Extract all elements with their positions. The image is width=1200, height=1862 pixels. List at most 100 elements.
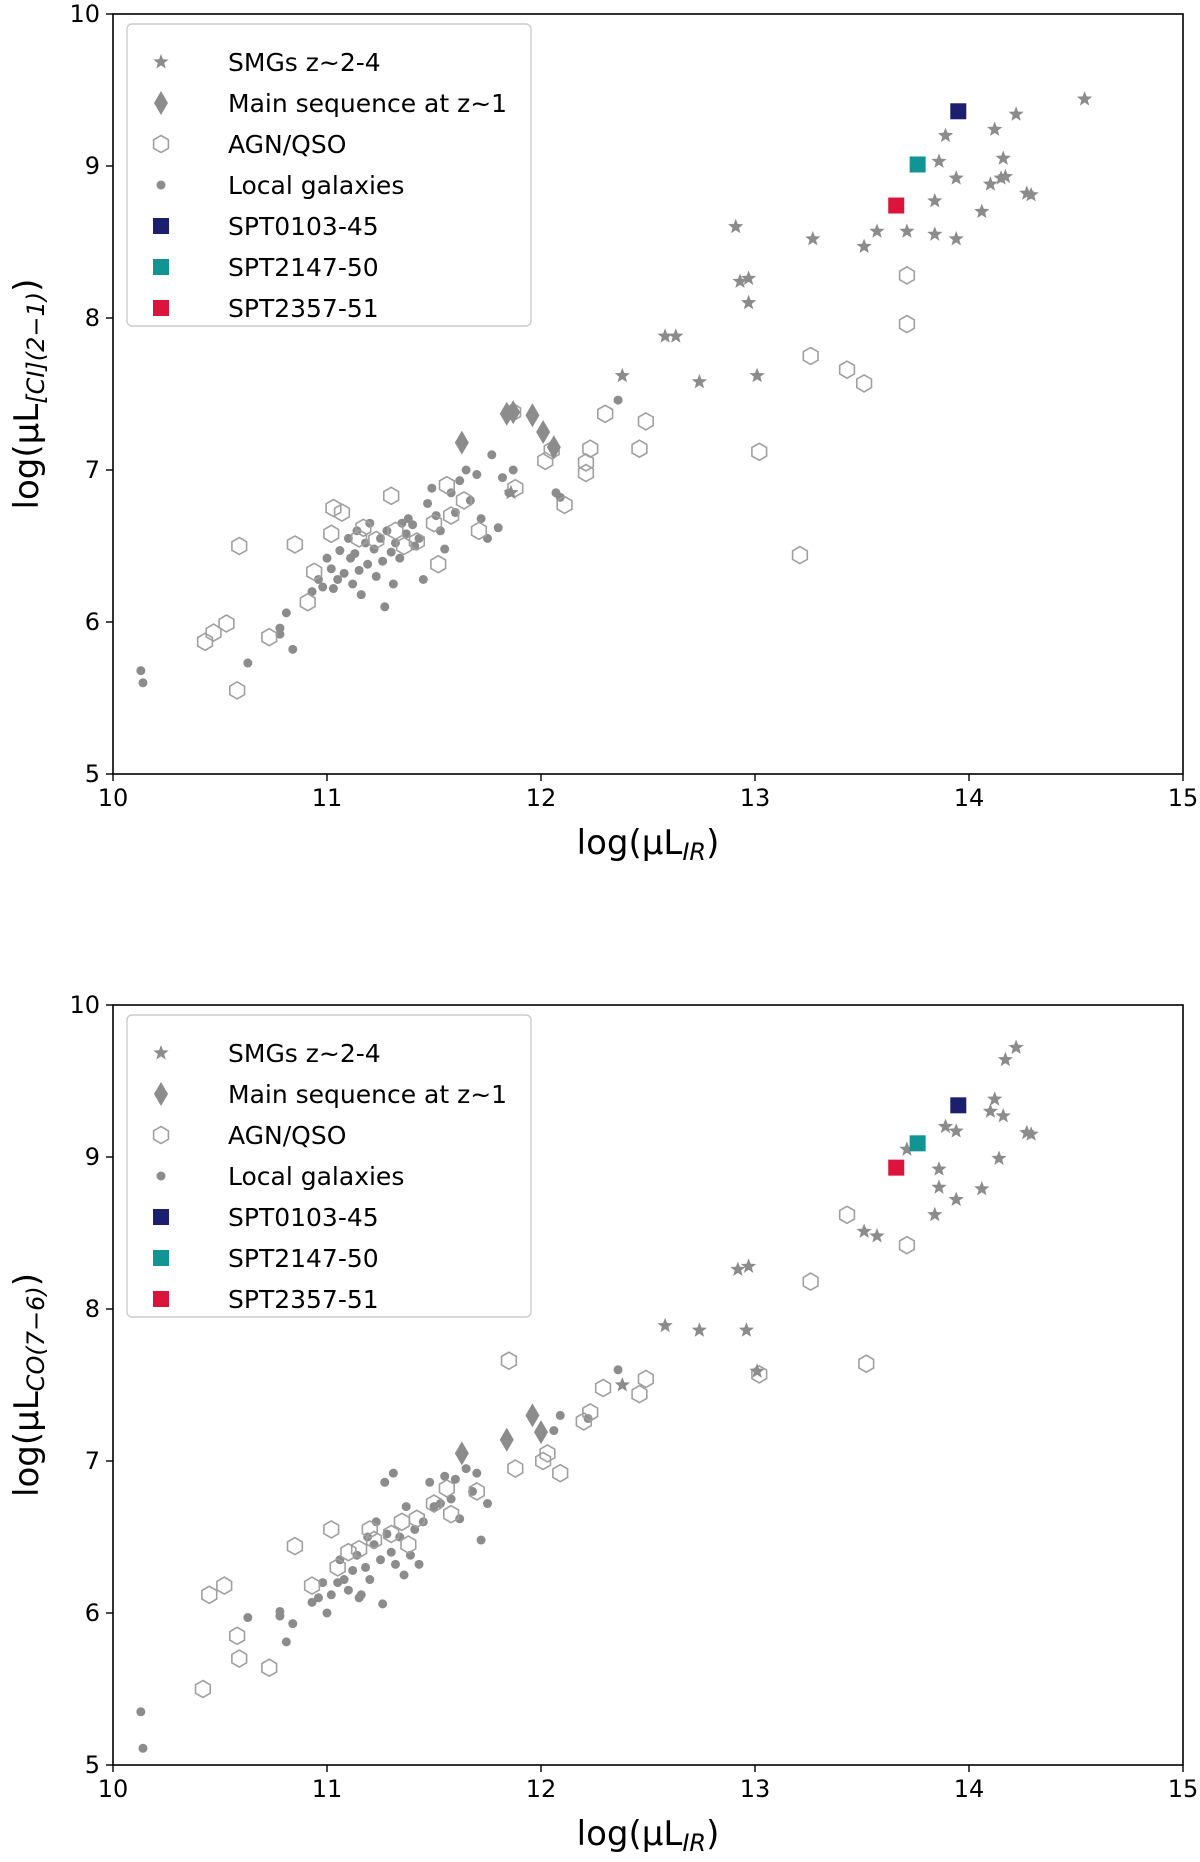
local-galaxy-point <box>465 495 475 505</box>
smg-point <box>503 484 519 500</box>
smg-point <box>931 153 947 168</box>
local-galaxy-point <box>613 395 623 405</box>
agn-qso-point <box>500 1351 518 1371</box>
legend-label-agn: AGN/QSO <box>228 130 346 159</box>
local-galaxy-point <box>399 1570 409 1580</box>
local-galaxy-point <box>380 1477 390 1487</box>
local-galaxy-point <box>339 568 349 578</box>
agn-qso-point <box>898 265 916 285</box>
local-galaxy-point <box>348 579 358 589</box>
agn-qso-point <box>898 314 916 334</box>
smg-point <box>1008 1039 1024 1054</box>
y-axis-label-sub: CO(7−6) <box>22 1286 50 1391</box>
local-galaxy-point <box>376 1555 385 1565</box>
agn-qso-point <box>468 1481 486 1501</box>
spt-point-spt2147-50 <box>909 156 926 173</box>
agn-qso-point <box>387 521 404 541</box>
x-tick-label: 14 <box>954 784 985 812</box>
local-galaxy-point <box>476 1535 486 1545</box>
local-galaxy-point <box>390 1559 400 1569</box>
local-galaxy-point <box>386 547 396 557</box>
local-galaxy-point <box>472 470 482 480</box>
smg-point <box>741 294 757 310</box>
y-tick-label: 5 <box>85 1751 100 1779</box>
agn-qso-point <box>838 360 856 380</box>
agn-qso-point <box>507 478 524 498</box>
smg-point <box>948 170 964 185</box>
smg-point <box>991 1150 1007 1165</box>
agn-qso-point <box>368 530 385 550</box>
agn-qso-point <box>286 1536 304 1556</box>
agn-qso-point <box>577 463 595 483</box>
local-galaxy-point <box>288 1619 298 1629</box>
agn-qso-point <box>858 1354 875 1374</box>
x-axis-label: log(μLIR) <box>577 823 720 866</box>
agn-qso-point <box>408 531 426 551</box>
agn-qso-point <box>231 536 248 556</box>
smg-point <box>741 1258 757 1273</box>
spt-point-spt2147-50 <box>909 1135 926 1152</box>
agn-qso-point <box>507 1459 524 1479</box>
main-sequence-point <box>525 1403 540 1428</box>
legend-local-marker <box>156 1171 166 1181</box>
y-tick-label: 8 <box>85 1295 100 1323</box>
smg-point <box>730 1261 746 1276</box>
agn-qso-point <box>594 1378 612 1398</box>
smg-point <box>732 273 748 288</box>
agn-qso-point <box>425 513 443 533</box>
x-axis-label-sub: IR <box>682 838 706 866</box>
smg-point <box>1077 91 1093 106</box>
spt-point-spt0103-45 <box>950 103 967 120</box>
y-tick-label: 8 <box>85 304 100 332</box>
smg-point <box>691 1322 707 1337</box>
agn-qso-point <box>329 1557 346 1577</box>
smg-point <box>805 231 821 246</box>
local-galaxy-point <box>497 473 507 483</box>
smg-point <box>749 367 765 383</box>
legend-spt2147-marker <box>153 1250 169 1266</box>
agn-qso-point <box>365 1530 383 1550</box>
x-tick-label: 10 <box>98 784 129 812</box>
agn-qso-point <box>299 592 316 612</box>
agn-qso-point <box>261 627 278 647</box>
local-galaxy-point <box>356 1590 366 1600</box>
agn-qso-point <box>323 1519 340 1539</box>
local-galaxy-point <box>508 465 518 475</box>
local-galaxy-point <box>318 582 328 592</box>
x-tick-label: 12 <box>526 784 557 812</box>
agn-qso-point <box>637 411 655 431</box>
local-galaxy-point <box>307 587 317 597</box>
smg-point <box>856 238 872 253</box>
agn-qso-point <box>470 521 488 541</box>
x-tick-label: 13 <box>740 1775 771 1803</box>
local-galaxy-point <box>382 1529 392 1539</box>
legend-local-marker <box>156 180 166 190</box>
local-galaxy-point <box>483 533 492 543</box>
agn-qso-point <box>596 404 614 424</box>
agn-qso-point <box>229 680 246 700</box>
local-galaxy-point <box>408 520 418 530</box>
local-galaxy-point <box>354 565 364 575</box>
smg-point <box>749 1363 765 1378</box>
legend-label-ms: Main sequence at z~1 <box>228 1080 507 1109</box>
smg-point <box>927 226 943 241</box>
local-galaxy-point <box>365 1575 375 1585</box>
agn-qso-point <box>631 1384 648 1404</box>
smg-point <box>927 1206 943 1222</box>
local-galaxy-point <box>243 1613 253 1623</box>
smg-point <box>899 223 915 238</box>
smg-point <box>931 1179 947 1194</box>
legend-smg-marker <box>153 1045 169 1060</box>
y-axis-label: log(μL[CI](2−1)) <box>7 279 50 510</box>
local-galaxy-point <box>423 498 433 508</box>
local-galaxy-point <box>348 1565 358 1575</box>
y-tick-label: 6 <box>85 1599 100 1627</box>
smg-point <box>657 1317 673 1333</box>
smg-point <box>1008 106 1024 121</box>
local-galaxy-point <box>333 574 343 584</box>
agn-qso-point <box>325 498 342 518</box>
agn-qso-point <box>361 1519 379 1539</box>
legend-agn-marker <box>152 134 170 154</box>
cii-vs-lir-panel: 10 11 12 13 14 15 5 6 7 8 9 10 log(μLIR) log(μL[CI](2… <box>7 0 1198 866</box>
local-galaxy-point <box>380 602 390 612</box>
